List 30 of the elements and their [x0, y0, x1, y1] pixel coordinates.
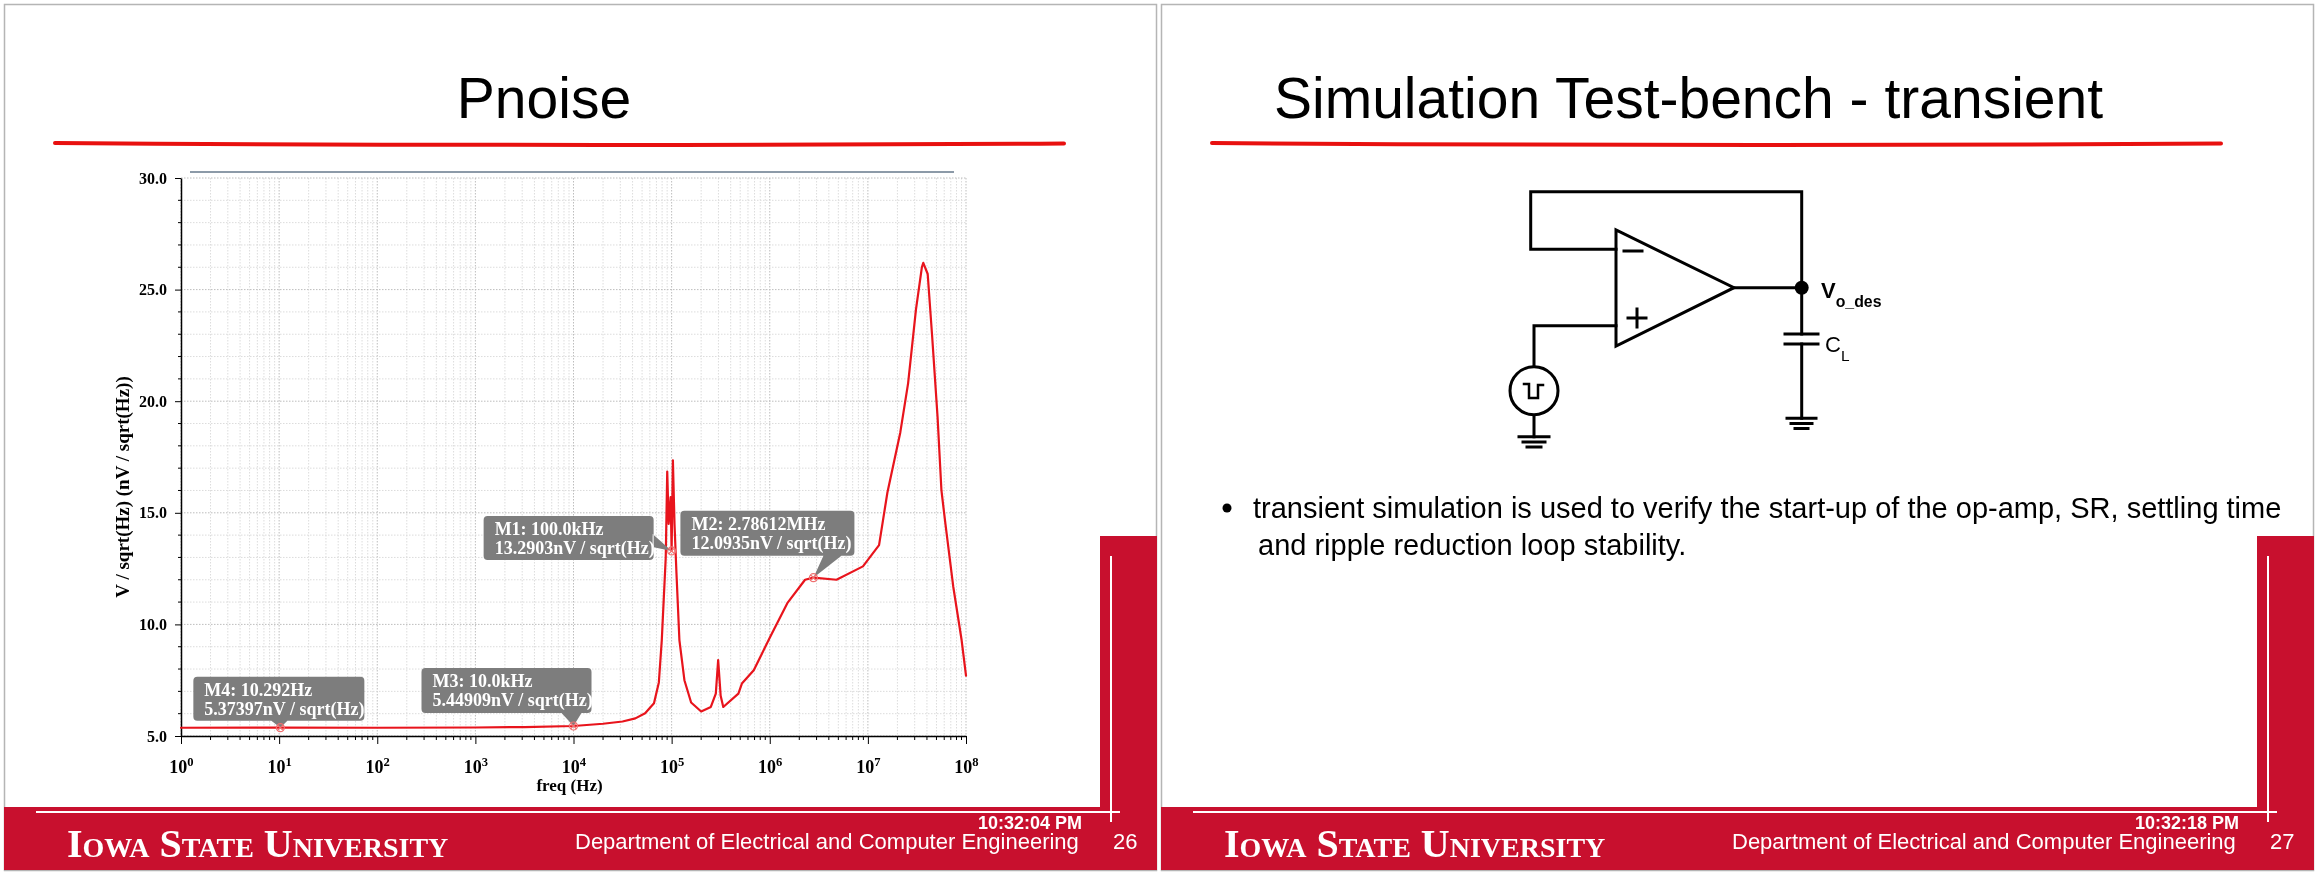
text: V$_{o_des}$: [1821, 278, 1882, 310]
y-tick-label: 15.0: [139, 504, 167, 522]
text: 26: [1113, 829, 1138, 854]
x-tick-label: 10$^{7}$: [856, 754, 881, 777]
chart-title: Pnoise: [456, 66, 632, 130]
y-axis-title: V / sqrt(Hz) (nV / sqrt(Hz)): [112, 376, 134, 598]
y-tick-label: 5.0: [147, 727, 167, 745]
x-tick-label: 10$^{4}$: [561, 754, 587, 777]
x-tick-label: 10$^{3}$: [463, 754, 489, 777]
x-tick-label: 10$^{1}$: [267, 754, 292, 777]
y-tick-label: 30.0: [139, 169, 167, 187]
text: 27: [2270, 829, 2295, 854]
x-tick-label: 10$^{5}$: [659, 754, 685, 777]
x-tick-label: 10$^{2}$: [365, 754, 390, 777]
x-tick-label: 10$^{8}$: [954, 754, 979, 777]
y-tick-label: 10.0: [139, 616, 167, 634]
annotation: M1: 100.0kHz 13.2903nV / sqrt(Hz): [494, 518, 655, 559]
y-tick-label: 25.0: [139, 281, 167, 299]
annotation: M3: 10.0kHz 5.44909nV / sqrt(Hz): [432, 670, 593, 711]
x-tick-label: 10$^{6}$: [758, 754, 783, 777]
text: C$_{L}$: [1825, 332, 1850, 364]
text: Iowa State University: [1224, 821, 1606, 866]
y-tick-label: 20.0: [139, 392, 167, 410]
text: Simulation Test-bench - transient: [1274, 66, 2104, 130]
x-tick-label: 10$^{0}$: [169, 754, 194, 777]
annotation: M2: 2.78612MHz 12.0935nV / sqrt(Hz): [691, 513, 852, 554]
annotation: M4: 10.292Hz 5.37397nV / sqrt(Hz): [204, 679, 365, 720]
text: Iowa State University: [67, 821, 449, 866]
text: transient simulation is used to verify the start-up of the op-amp, SR, settling time and ripple reduction loop stability.: [1253, 492, 2282, 561]
x-axis-title: freq (Hz): [536, 776, 603, 795]
